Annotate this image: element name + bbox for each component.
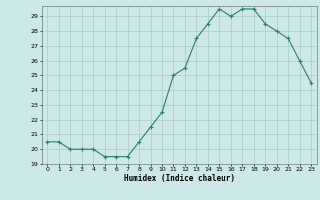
X-axis label: Humidex (Indice chaleur): Humidex (Indice chaleur) <box>124 174 235 183</box>
